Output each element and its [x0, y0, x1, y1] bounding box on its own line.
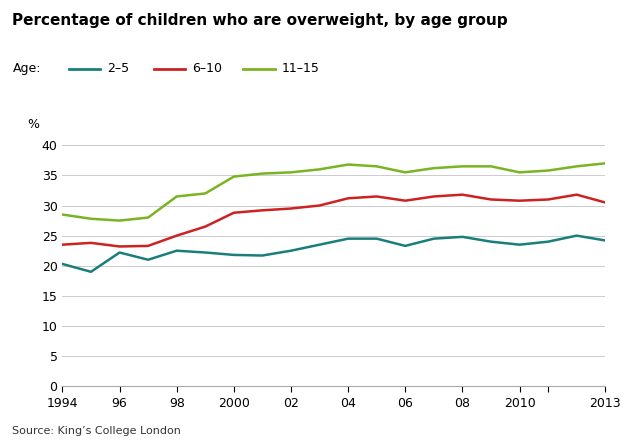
Text: 11–15: 11–15: [282, 62, 320, 75]
Text: Source: King’s College London: Source: King’s College London: [12, 426, 182, 436]
Text: Percentage of children who are overweight, by age group: Percentage of children who are overweigh…: [12, 13, 508, 28]
Text: 2–5: 2–5: [107, 62, 129, 75]
Text: 6–10: 6–10: [192, 62, 222, 75]
Text: %: %: [27, 118, 39, 131]
Text: Age:: Age:: [12, 62, 41, 75]
